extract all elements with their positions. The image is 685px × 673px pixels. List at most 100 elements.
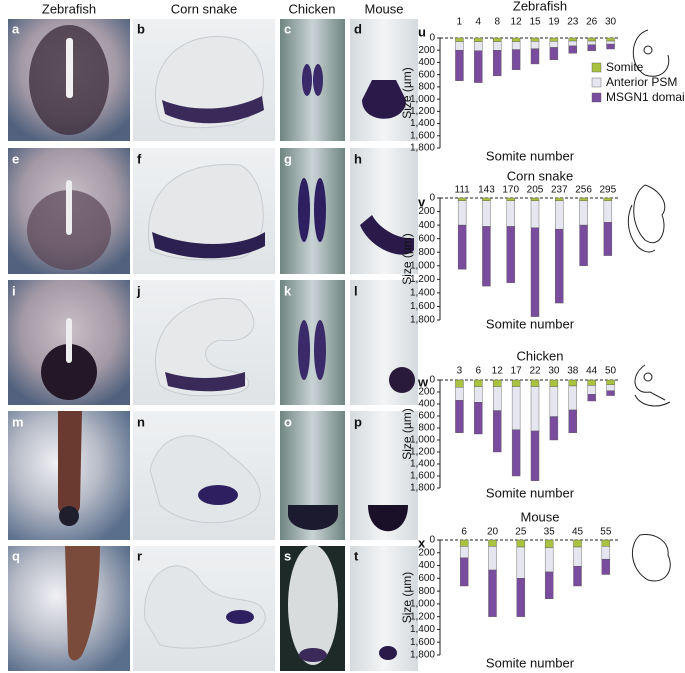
- panel-label: m: [12, 414, 24, 429]
- panel-label: i: [12, 283, 16, 298]
- bar-segment: [459, 546, 469, 559]
- bar-segment: [530, 379, 540, 387]
- bar-segment: [544, 547, 554, 573]
- y-tick-label: 1,800: [410, 143, 435, 154]
- panel-label: f: [137, 151, 142, 166]
- bar-segment: [455, 37, 464, 42]
- x-tick-label: 12: [492, 366, 504, 377]
- bar-segment: [459, 539, 469, 547]
- bar-segment: [530, 430, 540, 481]
- x-tick-label: 6: [476, 366, 482, 377]
- panel-label: h: [354, 151, 362, 166]
- y-axis-label: Size (µm): [400, 408, 414, 460]
- stain: [389, 367, 415, 393]
- bar-segment: [530, 48, 540, 65]
- x-tick-label: 295: [600, 185, 617, 196]
- stain: [59, 506, 79, 526]
- panel-label: q: [12, 548, 20, 563]
- panel-label: r: [137, 548, 142, 563]
- photo: [280, 19, 345, 141]
- stain: [379, 646, 397, 660]
- bar-segment: [493, 386, 502, 411]
- bar-segment: [455, 41, 464, 51]
- bar-segment: [455, 50, 464, 81]
- stain: [313, 64, 323, 96]
- chart-title: Corn snake: [507, 168, 573, 183]
- bar-segment: [530, 37, 540, 42]
- bar-segment: [573, 546, 582, 567]
- bar-segment: [474, 41, 483, 52]
- bar-segment: [506, 197, 515, 201]
- x-axis-label: Somite number: [486, 655, 575, 670]
- legend-swatch: [591, 77, 602, 88]
- panel-label: d: [354, 21, 362, 36]
- x-tick-label: 25: [515, 527, 527, 538]
- y-tick-label: 800: [418, 247, 435, 258]
- x-axis-label: Somite number: [486, 316, 575, 331]
- chart-title: Chicken: [517, 348, 564, 363]
- bar-segment: [455, 379, 464, 388]
- bar-segment: [549, 416, 559, 441]
- bar-segment: [506, 226, 515, 283]
- bar-segment: [516, 578, 526, 617]
- y-tick-label: 1,800: [410, 483, 435, 494]
- x-tick-label: 111: [455, 185, 471, 196]
- bar-segment: [493, 41, 502, 51]
- bar-segment: [555, 228, 564, 304]
- bar-segment: [511, 41, 521, 50]
- stain: [226, 610, 254, 624]
- bar-segment: [601, 546, 611, 560]
- bar-segment: [493, 379, 502, 387]
- bar-segment: [587, 37, 596, 42]
- bar-segment: [511, 379, 521, 387]
- bar-segment: [482, 226, 491, 287]
- x-tick-label: 26: [586, 17, 598, 28]
- y-tick-label: 200: [418, 45, 435, 56]
- bar-segment: [568, 37, 577, 42]
- x-tick-label: 38: [567, 366, 579, 377]
- bar-segment: [568, 40, 577, 47]
- panel-label: g: [284, 151, 292, 166]
- y-tick-label: 800: [418, 586, 435, 597]
- photo: [280, 148, 345, 274]
- stain: [41, 344, 97, 400]
- panel-label: p: [354, 414, 362, 429]
- x-tick-label: 23: [567, 17, 579, 28]
- x-tick-label: 6: [461, 527, 467, 538]
- column-header: Zebrafish: [42, 1, 96, 16]
- notochord: [66, 318, 72, 363]
- bar-segment: [568, 379, 577, 387]
- chart-title: Mouse: [520, 509, 559, 524]
- panel-labels: a b c d e f g h i j k l m n o p q r s t: [12, 21, 362, 563]
- schematic: [632, 29, 670, 77]
- y-tick-label: 400: [418, 560, 435, 571]
- y-tick-label: 1,000: [410, 435, 435, 446]
- y-tick-label: 600: [418, 233, 435, 244]
- stain: [314, 320, 326, 380]
- x-tick-label: 4: [476, 17, 482, 28]
- bar-segment: [568, 45, 577, 54]
- embryo: [288, 545, 338, 665]
- bar-segment: [457, 224, 467, 270]
- stain: [152, 232, 265, 259]
- y-tick-label: 1,600: [410, 301, 435, 312]
- bar-segment: [474, 37, 483, 42]
- embryo: [148, 163, 264, 261]
- bar-segment: [549, 41, 559, 48]
- bar-segment: [603, 200, 613, 223]
- y-tick-label: 600: [418, 411, 435, 422]
- bar-segment: [549, 379, 559, 387]
- schematic: [634, 364, 671, 407]
- bar-segment: [587, 379, 596, 386]
- bar-segment: [516, 546, 526, 579]
- photo: [280, 280, 345, 405]
- bar-segment: [603, 222, 613, 256]
- bar-segment: [488, 546, 497, 571]
- x-tick-label: 19: [548, 17, 560, 28]
- y-tick-label: 0: [429, 535, 435, 546]
- x-axis-label: Somite number: [486, 485, 575, 500]
- stain: [198, 485, 238, 505]
- bar-segment: [482, 197, 491, 201]
- bar-segment: [579, 224, 588, 266]
- x-tick-label: 55: [600, 527, 612, 538]
